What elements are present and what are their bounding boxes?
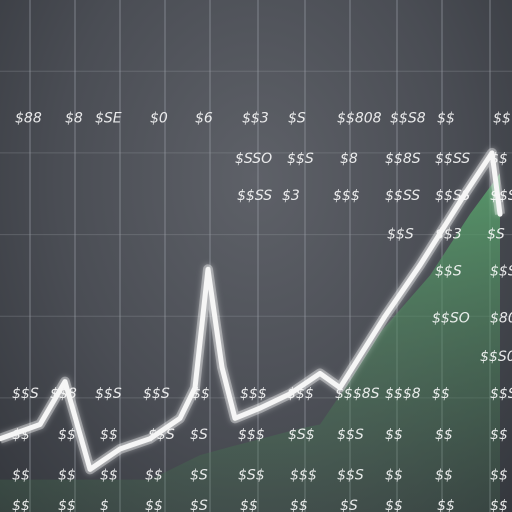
value-label: $$ — [290, 498, 308, 512]
value-label: $$ — [435, 427, 453, 443]
value-label: $S — [190, 427, 208, 443]
value-label: $$ — [145, 498, 163, 512]
value-label: $$SS — [385, 188, 420, 204]
value-label: $$ — [493, 110, 511, 126]
value-label: $$ — [435, 468, 453, 484]
value-label: $8 — [65, 110, 83, 126]
value-label: $$S — [287, 151, 314, 167]
value-label: $$ — [58, 468, 76, 484]
value-label: $6 — [195, 110, 213, 126]
value-label: $$S0 — [480, 349, 512, 365]
value-label: $$ — [100, 427, 118, 443]
value-label: $S — [288, 110, 306, 126]
value-label: $$S — [337, 468, 364, 484]
value-label: $S — [487, 227, 505, 243]
value-label: $$SS — [237, 188, 272, 204]
value-label: $$3 — [242, 110, 269, 126]
series-line — [0, 147, 505, 475]
value-label: $88 — [15, 110, 42, 126]
value-label: $$ — [385, 427, 403, 443]
value-labels: $88 $8 $SE $0 $6 $$3 $S $$808 $$S8 $$ $$$SSO $$S $8 $… — [12, 110, 512, 512]
value-label: $$ — [385, 468, 403, 484]
value-label: $SSO — [235, 151, 272, 167]
value-label: $$S8 — [390, 110, 426, 126]
value-label: $$808 — [337, 110, 382, 126]
value-label: $$ — [12, 468, 30, 484]
value-label: $$ — [58, 498, 76, 512]
green-area — [0, 173, 500, 512]
value-label: $$8S — [385, 151, 421, 167]
value-label: $S$ — [288, 427, 315, 443]
value-label: $$S — [490, 386, 512, 402]
value-label: $$ — [490, 498, 508, 512]
green-area-shape — [0, 173, 500, 512]
value-label: $$ — [240, 498, 258, 512]
value-label: $$S — [95, 386, 122, 402]
value-label: $3 — [282, 188, 300, 204]
value-label: $S — [190, 468, 208, 484]
value-label: $$ — [437, 110, 455, 126]
value-label: $$$8S — [335, 386, 380, 402]
value-label: $$SO — [432, 310, 470, 326]
value-label: $$S — [337, 427, 364, 443]
value-label: $$$ — [238, 427, 265, 443]
value-label: $$S — [490, 263, 512, 279]
value-label: $$ — [58, 427, 76, 443]
value-label: $S$ — [238, 468, 265, 484]
value-label: $$ — [437, 498, 455, 512]
value-label: $S — [190, 498, 208, 512]
value-label: $$S — [387, 227, 414, 243]
value-label: $80 — [490, 310, 512, 326]
value-label: $$ — [100, 468, 118, 484]
value-label: $$ — [490, 468, 508, 484]
value-label: $$S — [435, 263, 462, 279]
value-label: $$ — [432, 386, 450, 402]
value-label: $0 — [150, 110, 168, 126]
value-label: $8 — [340, 151, 358, 167]
value-label: $S — [340, 498, 358, 512]
value-label: $$ — [385, 498, 403, 512]
series-line-path — [0, 150, 503, 472]
value-label: $$$ — [240, 386, 267, 402]
value-label: $$$8 — [385, 386, 421, 402]
value-label: $$$ — [290, 468, 317, 484]
value-label: $$S — [143, 386, 170, 402]
value-label: $$ — [145, 468, 163, 484]
value-label: $$SS — [435, 151, 470, 167]
value-label: $$$ — [333, 188, 360, 204]
value-label: $$S — [12, 386, 39, 402]
value-label: $SE — [95, 110, 122, 126]
value-label: $$ — [490, 427, 508, 443]
value-label: $ — [100, 498, 109, 512]
value-label: $$ — [12, 498, 30, 512]
